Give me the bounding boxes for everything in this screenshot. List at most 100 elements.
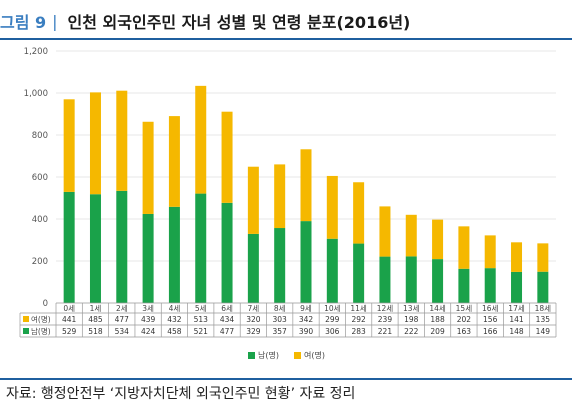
data-label-female: 135 [536,315,551,324]
x-tick-label: 7세 [248,304,260,313]
row-label-female: 여(명) [31,314,51,324]
y-tick-label: 600 [32,173,48,183]
bar-male [116,190,128,303]
bar-female [221,111,233,203]
legend-key-female [23,316,29,322]
data-label-female: 441 [62,315,77,324]
bar-female [458,226,470,269]
x-tick-label: 17세 [508,304,525,313]
figure-title-bar: 그림 9 | 인천 외국인주민 자녀 성별 및 연령 분포(2016년) [0,6,410,36]
y-tick-label: 400 [32,215,48,225]
x-tick-label: 4세 [169,304,181,313]
bar-male [511,271,523,303]
x-tick-label: 16세 [482,304,499,313]
data-label-female: 188 [430,315,445,324]
bar-male [89,194,101,303]
bar-male [300,221,312,303]
stacked-bar-chart: 0 200 400 600 800 1,000 1,200 0세 1세 2세 3세 4세 5세 6세 7세 8… [19,47,557,360]
data-label-male: 529 [62,327,77,336]
data-label-male: 534 [115,327,130,336]
data-label-female: 342 [299,315,314,324]
source-note: 자료: 행정안전부 ‘지방자치단체 외국인주민 현황’ 자료 정리 [6,386,356,402]
bar-male [405,256,417,303]
bar-male [432,259,444,303]
data-label-male: 222 [404,327,419,336]
data-label-male: 149 [536,327,551,336]
bar-male [326,238,338,303]
data-label-female: 432 [167,315,182,324]
x-tick-label: 13세 [403,304,420,313]
figure-title: 인천 외국인주민 자녀 성별 및 연령 분포(2016년) [67,13,411,32]
data-label-female: 434 [220,315,235,324]
legend-swatch-female [294,352,301,359]
data-label-male: 458 [167,327,182,336]
bar-female [511,242,523,272]
x-tick-label: 14세 [429,304,446,313]
data-label-female: 299 [325,315,340,324]
data-label-male: 424 [141,327,156,336]
data-label-male: 163 [457,327,472,336]
data-label-female: 513 [194,315,209,324]
bar-male [142,213,154,303]
bar-female [405,214,417,257]
top-rule [0,38,572,40]
data-label-female: 439 [141,315,156,324]
x-tick-label: 2세 [116,304,128,313]
y-tick-label: 1,200 [24,47,48,57]
x-tick-label: 0세 [63,304,75,313]
row-label-male: 남(명) [31,326,51,336]
bar-male [484,268,496,303]
bar-female [89,92,101,195]
data-label-male: 518 [88,327,103,336]
bar-female [274,164,286,229]
x-tick-label: 6세 [221,304,233,313]
bar-male [353,243,365,303]
bar-female [537,243,549,272]
bar-female [326,175,338,239]
x-tick-label: 12세 [377,304,394,313]
bar-female [247,166,259,234]
x-tick-label: 11세 [350,304,367,313]
data-label-male: 283 [351,327,366,336]
x-tick-label: 10세 [324,304,341,313]
bar-male [247,233,259,303]
bar-male [195,193,207,303]
y-tick-label: 200 [32,257,48,267]
x-tick-label: 3세 [142,304,154,313]
legend-label-female: 여(명) [304,350,325,360]
data-label-female: 485 [88,315,103,324]
x-tick-label: 15세 [456,304,473,313]
bar-male [274,228,286,303]
data-label-female: 198 [404,315,419,324]
bar-female [116,90,128,191]
data-label-male: 148 [509,327,524,336]
bar-male [221,202,233,303]
x-tick-label: 9세 [300,304,312,313]
data-label-male: 209 [430,327,445,336]
bar-female [432,219,444,260]
data-label-female: 320 [246,315,261,324]
legend-label-male: 남(명) [258,350,279,360]
bar-male [458,268,470,303]
bar-female [195,85,207,194]
bar-female [300,149,312,222]
y-tick-label: 800 [32,131,48,141]
bar-male [168,206,180,303]
data-label-male: 357 [273,327,288,336]
x-tick-label: 18세 [535,304,552,313]
data-label-male: 390 [299,327,314,336]
figure-number: 그림 9 [0,13,47,32]
bottom-rule [0,378,572,380]
bar-male [379,256,391,303]
x-tick-label: 5세 [195,304,207,313]
bar-female [168,116,180,207]
bar-female [379,206,391,257]
data-label-male: 477 [220,327,235,336]
bar-female [353,182,365,244]
data-label-female: 303 [273,315,288,324]
data-label-male: 329 [246,327,261,336]
data-label-male: 166 [483,327,498,336]
data-label-female: 156 [483,315,498,324]
bar-male [537,271,549,303]
x-tick-label: 1세 [90,304,102,313]
